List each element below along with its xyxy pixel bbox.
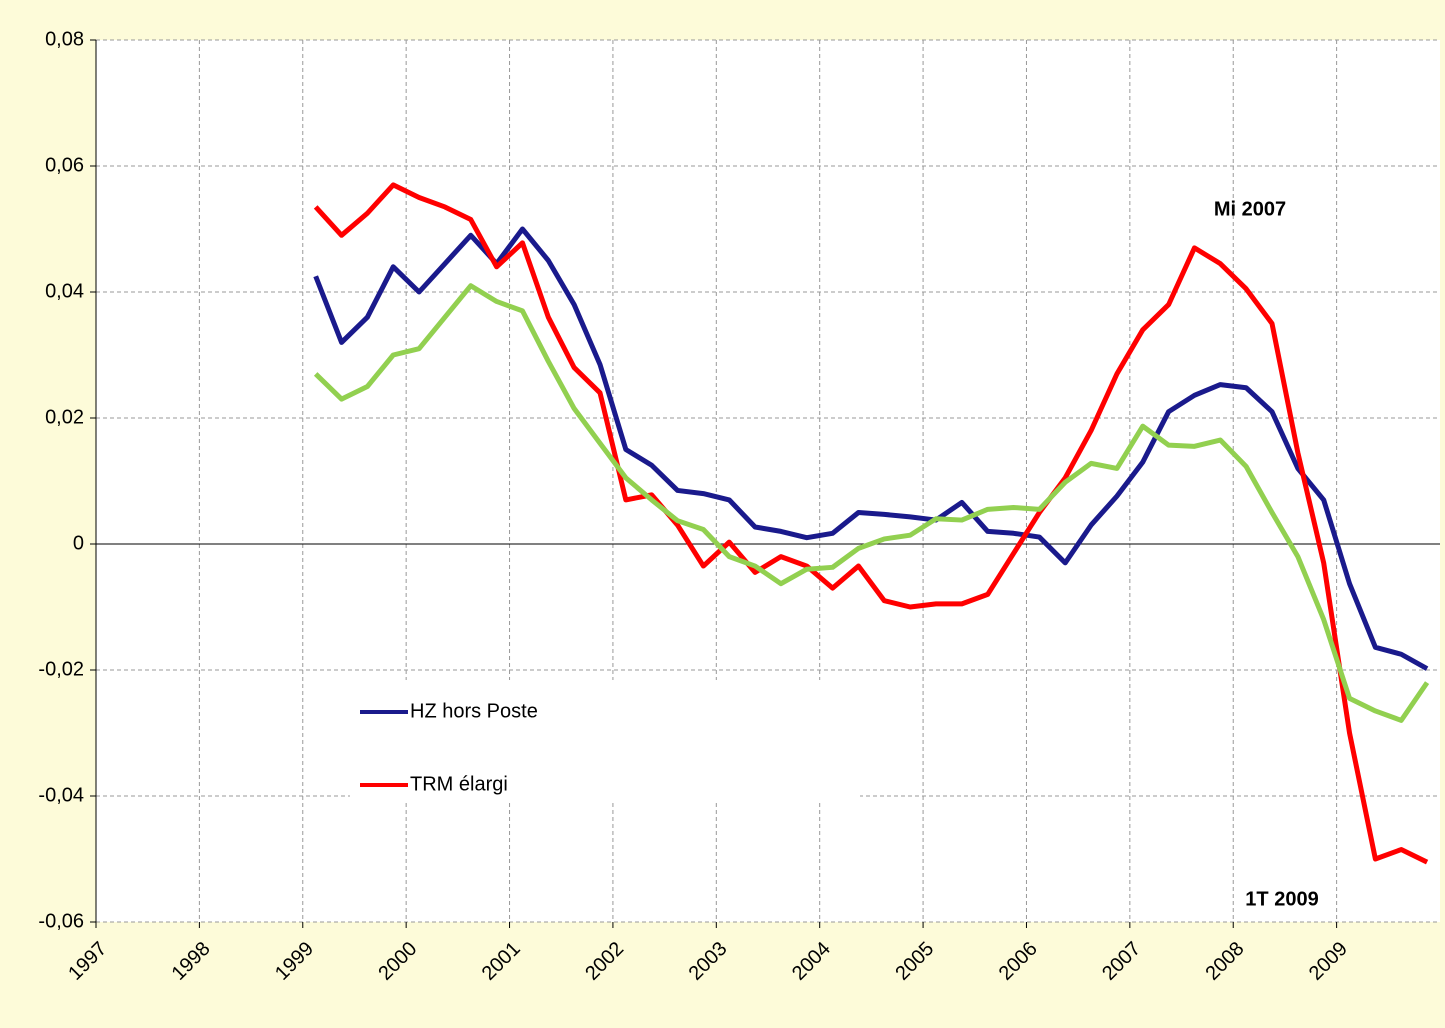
legend-label: HZ hors Poste xyxy=(410,700,538,722)
line-series xyxy=(313,226,1429,671)
legend-background xyxy=(350,680,860,802)
legend-label: TRM élargi xyxy=(410,773,508,795)
annotation: Mi 2007 xyxy=(1214,198,1286,220)
y-tick-label: 0,02 xyxy=(45,406,84,428)
y-tick-label: -0,04 xyxy=(38,784,84,806)
y-tick-label: 0 xyxy=(73,532,84,554)
y-tick-label: 0,08 xyxy=(45,28,84,50)
y-tick-label: -0,06 xyxy=(38,910,84,932)
y-tick-label: 0,04 xyxy=(45,280,84,302)
line-series xyxy=(313,283,1430,723)
y-tick-label: 0,06 xyxy=(45,154,84,176)
line-series xyxy=(313,182,1429,865)
y-tick-label: -0,02 xyxy=(38,658,84,680)
annotation: 1T 2009 xyxy=(1245,888,1318,910)
